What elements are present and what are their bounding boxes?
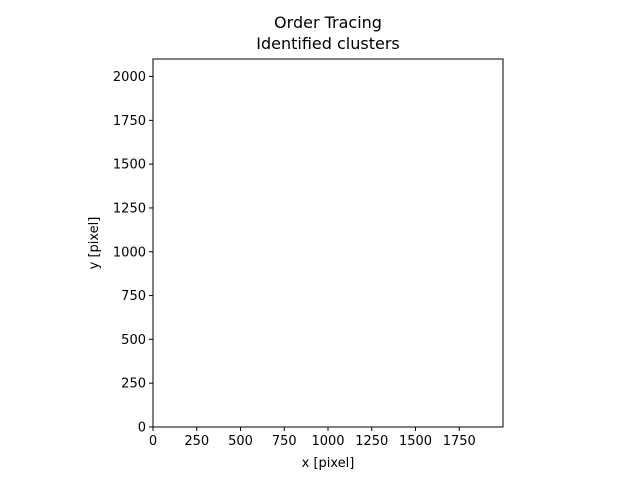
x-tick-label: 0 — [149, 434, 157, 449]
x-tick-label: 1000 — [311, 434, 344, 449]
x-tick-label: 750 — [272, 434, 297, 449]
chart-subtitle: Identified clusters — [256, 34, 400, 53]
y-axis-label: y [pixel] — [87, 217, 102, 270]
y-axis-ticks: 0 250 500 750 1000 1250 1500 1750 2000 — [113, 70, 153, 436]
y-tick-label: 0 — [138, 421, 146, 436]
y-tick-label: 1500 — [113, 158, 146, 173]
y-tick-label: 250 — [121, 377, 146, 392]
y-tick-label: 1000 — [113, 245, 146, 260]
x-tick-label: 1250 — [355, 434, 388, 449]
x-tick-label: 500 — [228, 434, 253, 449]
y-tick-label: 1250 — [113, 201, 146, 216]
x-axis-ticks: 0 250 500 750 1000 1250 1500 1750 — [149, 427, 476, 449]
x-tick-label: 1750 — [443, 434, 476, 449]
y-tick-label: 750 — [121, 289, 146, 304]
x-axis-label: x [pixel] — [302, 456, 355, 471]
x-tick-label: 250 — [184, 434, 209, 449]
y-tick-label: 2000 — [113, 70, 146, 85]
y-tick-label: 500 — [121, 333, 146, 348]
chart-title: Order Tracing — [274, 13, 382, 32]
plot-area — [152, 58, 504, 428]
y-tick-label: 1750 — [113, 114, 146, 129]
x-tick-label: 1500 — [399, 434, 432, 449]
